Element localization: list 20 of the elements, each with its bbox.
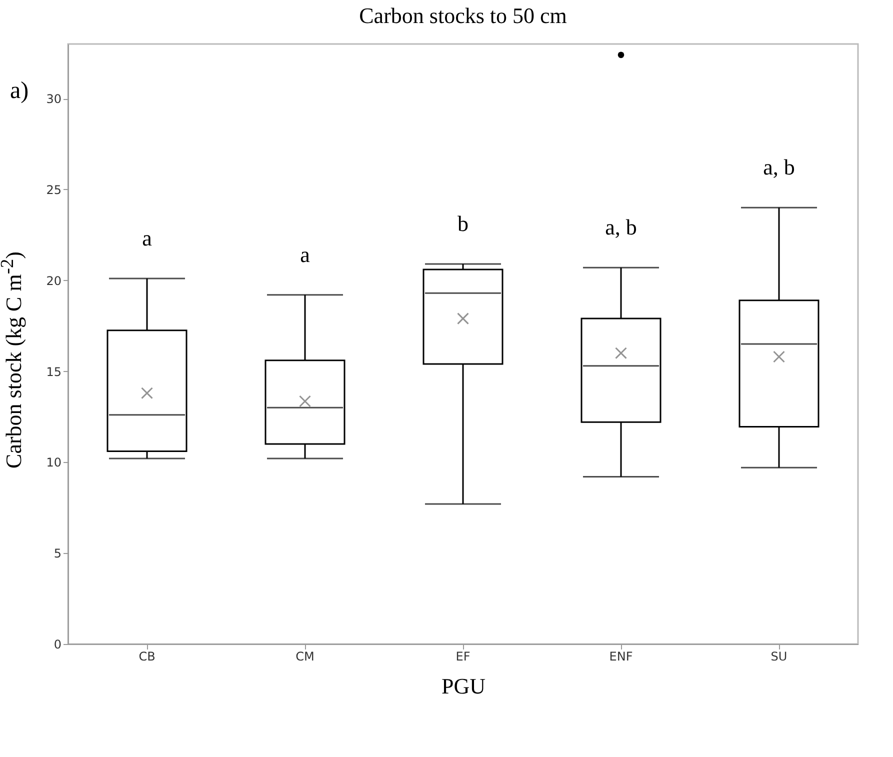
annotation: a, b — [605, 214, 637, 240]
y-tick-label: 30 — [46, 92, 62, 106]
y-tick-label: 10 — [46, 456, 62, 470]
x-axis-title: PGU — [441, 674, 486, 698]
text: a) — [10, 78, 29, 105]
annotation: a — [300, 242, 310, 267]
chart-title: Carbon stocks to 50 cm — [359, 3, 567, 28]
y-tick-label: 5 — [54, 546, 62, 561]
x-tick-label: CM — [296, 650, 314, 664]
x-tick-label: ENF — [609, 650, 633, 664]
x-tick-label: SU — [770, 650, 788, 664]
y-tick-label: 0 — [54, 638, 62, 652]
x-tick-label: CB — [138, 650, 156, 664]
annotation: b — [458, 211, 468, 236]
annotation: a — [142, 226, 152, 251]
annotation: a, b — [763, 154, 795, 180]
x-tick-label: EF — [456, 650, 470, 664]
y-tick-label: 25 — [46, 182, 62, 197]
y-tick-label: 15 — [46, 364, 62, 379]
y-tick-label: 20 — [46, 274, 62, 288]
